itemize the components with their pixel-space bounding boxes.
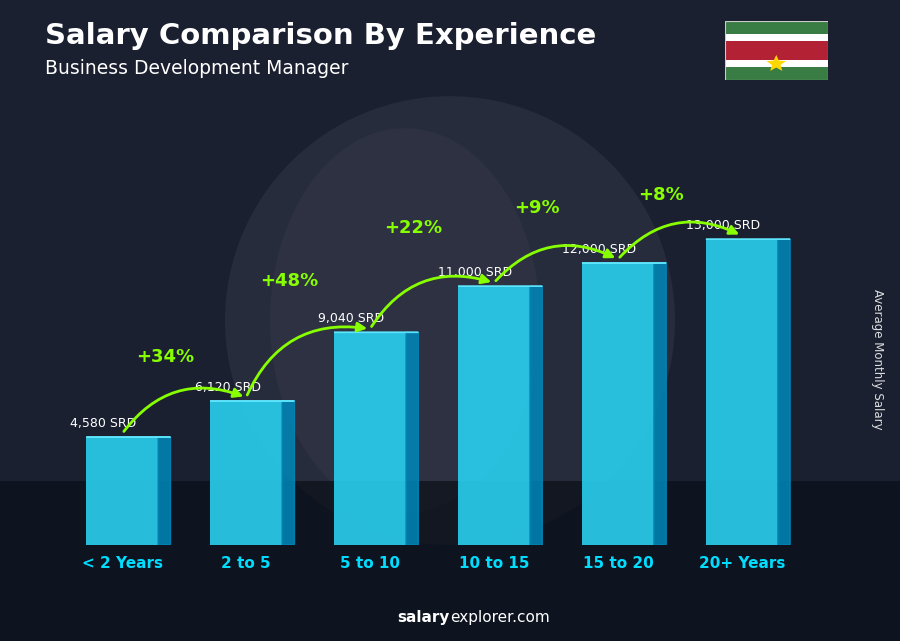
Ellipse shape [225,96,675,545]
Bar [706,239,778,545]
Polygon shape [778,239,790,545]
Polygon shape [406,333,419,545]
Text: +9%: +9% [515,199,560,217]
Text: Salary Comparison By Experience: Salary Comparison By Experience [45,22,596,51]
Ellipse shape [270,128,540,513]
Text: Business Development Manager: Business Development Manager [45,59,348,78]
Text: +8%: +8% [638,186,684,204]
Text: 6,120 SRD: 6,120 SRD [194,381,260,394]
Text: 13,000 SRD: 13,000 SRD [686,219,760,232]
Polygon shape [282,401,294,545]
Text: +48%: +48% [260,272,319,290]
Text: +34%: +34% [137,348,194,366]
Text: 4,580 SRD: 4,580 SRD [70,417,137,430]
Bar [0,481,900,641]
Text: Average Monthly Salary: Average Monthly Salary [871,288,884,429]
Bar [334,333,406,545]
Polygon shape [767,55,786,71]
Text: 9,040 SRD: 9,040 SRD [319,312,384,326]
Text: salary: salary [398,610,450,625]
Bar [724,34,828,41]
Polygon shape [530,287,543,545]
Bar [458,287,530,545]
Text: explorer.com: explorer.com [450,610,550,625]
Polygon shape [158,437,170,545]
Bar [724,67,828,80]
Bar [86,437,158,545]
Bar [724,41,828,60]
Bar [724,60,828,67]
Bar [724,21,828,34]
Text: 11,000 SRD: 11,000 SRD [438,266,512,279]
Text: 12,000 SRD: 12,000 SRD [562,243,636,256]
Text: +22%: +22% [384,219,443,237]
Bar [582,263,653,545]
Bar [211,401,282,545]
Polygon shape [653,263,666,545]
